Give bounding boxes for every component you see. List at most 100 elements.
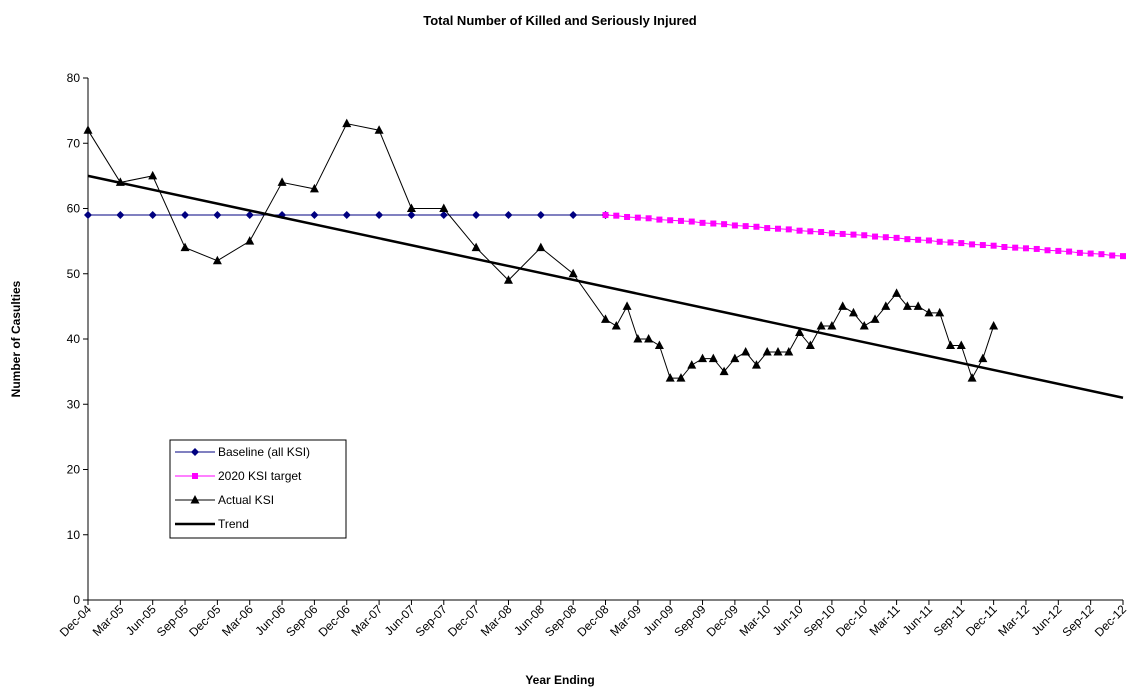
marker xyxy=(730,353,740,363)
x-tick-label: Dec-08 xyxy=(574,602,611,639)
marker xyxy=(764,225,771,232)
x-tick-label: Jun-06 xyxy=(252,602,288,638)
marker xyxy=(406,203,416,212)
x-tick-label: Sep-06 xyxy=(283,602,320,639)
legend-label: Baseline (all KSI) xyxy=(218,445,310,459)
x-tick-label: Jun-07 xyxy=(382,602,418,638)
marker xyxy=(784,347,794,356)
marker xyxy=(1033,245,1040,252)
marker xyxy=(83,125,93,134)
marker xyxy=(116,211,125,220)
marker xyxy=(904,236,911,243)
marker xyxy=(828,230,835,237)
marker xyxy=(838,301,848,310)
marker xyxy=(958,240,965,247)
marker xyxy=(796,227,803,234)
x-tick-label: Jun-10 xyxy=(770,602,806,638)
marker xyxy=(710,220,717,227)
marker xyxy=(611,320,621,330)
marker xyxy=(1087,250,1094,257)
x-tick-label: Jun-09 xyxy=(640,602,676,638)
marker xyxy=(827,320,837,330)
marker xyxy=(633,334,643,343)
marker xyxy=(861,232,868,239)
marker xyxy=(277,177,287,186)
marker xyxy=(753,223,760,230)
marker xyxy=(978,353,988,363)
marker xyxy=(180,242,190,252)
marker xyxy=(1076,249,1083,256)
x-tick-label: Sep-11 xyxy=(931,602,968,639)
marker xyxy=(342,211,351,220)
y-tick-label: 30 xyxy=(67,397,81,411)
marker xyxy=(1109,252,1116,259)
marker xyxy=(946,340,955,350)
marker xyxy=(870,314,880,323)
marker xyxy=(1012,244,1019,251)
marker xyxy=(613,212,620,219)
marker xyxy=(309,183,319,193)
marker xyxy=(1044,247,1051,254)
marker xyxy=(850,231,857,238)
marker xyxy=(687,360,697,369)
marker xyxy=(881,301,891,310)
marker xyxy=(708,353,718,363)
marker xyxy=(762,347,772,356)
x-tick-label: Sep-10 xyxy=(801,602,838,639)
legend-label: Actual KSI xyxy=(218,493,274,507)
x-tick-label: Mar-07 xyxy=(348,602,385,639)
marker xyxy=(742,223,749,230)
x-tick-label: Dec-05 xyxy=(186,602,223,639)
marker xyxy=(969,241,976,248)
marker xyxy=(979,242,986,249)
marker xyxy=(1055,247,1062,254)
marker xyxy=(989,320,999,330)
y-axis-label: Number of Casulties xyxy=(9,280,23,397)
y-tick-label: 70 xyxy=(67,136,81,150)
marker xyxy=(688,218,695,225)
x-tick-label: Mar-05 xyxy=(90,602,127,639)
marker xyxy=(84,211,92,220)
marker xyxy=(192,473,198,479)
marker xyxy=(181,211,190,220)
x-tick-label: Mar-09 xyxy=(607,602,644,639)
x-tick-label: Jun-12 xyxy=(1029,602,1065,638)
x-tick-label: Jun-08 xyxy=(511,602,547,638)
marker xyxy=(568,268,578,278)
marker xyxy=(818,228,825,235)
marker xyxy=(375,211,384,220)
marker xyxy=(536,242,546,252)
marker xyxy=(665,373,675,382)
x-tick-label: Dec-06 xyxy=(316,602,353,639)
y-tick-label: 20 xyxy=(67,463,81,477)
y-tick-label: 50 xyxy=(67,267,81,281)
marker xyxy=(785,226,792,233)
marker xyxy=(503,275,513,284)
marker xyxy=(667,217,674,224)
marker xyxy=(816,320,826,330)
x-tick-label: Dec-07 xyxy=(445,602,482,639)
marker xyxy=(698,353,708,363)
marker xyxy=(569,211,578,220)
marker xyxy=(699,219,706,226)
marker xyxy=(882,234,889,241)
y-tick-label: 40 xyxy=(67,332,81,346)
marker xyxy=(773,347,783,356)
marker xyxy=(935,307,945,317)
marker xyxy=(1066,248,1073,255)
marker xyxy=(622,301,632,310)
y-tick-label: 80 xyxy=(67,71,81,85)
marker xyxy=(656,216,663,223)
x-tick-label: Sep-08 xyxy=(542,602,579,639)
marker xyxy=(677,217,684,224)
x-tick-label: Sep-09 xyxy=(671,602,708,639)
legend-label: Trend xyxy=(218,517,249,531)
x-tick-label: Dec-09 xyxy=(704,602,741,639)
marker xyxy=(245,236,255,245)
marker xyxy=(601,314,610,323)
marker xyxy=(536,211,545,220)
marker xyxy=(872,233,879,240)
marker xyxy=(925,237,932,244)
marker xyxy=(902,301,912,310)
